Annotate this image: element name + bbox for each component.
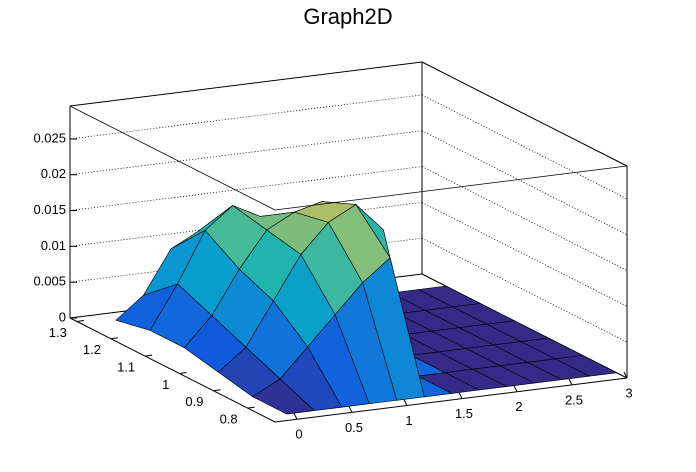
y-tick-label: 1.2 <box>83 342 101 357</box>
x-tick <box>458 392 463 399</box>
y-tick <box>110 337 119 340</box>
x-tick-label: 0.5 <box>345 420 363 435</box>
y-tick-label: 1 <box>162 377 169 392</box>
grid-line <box>421 130 628 236</box>
y-tick <box>145 354 153 357</box>
y-axis <box>69 317 276 423</box>
x-tick-label: 2.5 <box>565 392 583 407</box>
x-tick-label: 3 <box>625 385 632 400</box>
x-tick-label: 0 <box>295 427 302 442</box>
x-tick <box>568 378 573 386</box>
grid-line <box>421 202 628 307</box>
box-edge <box>69 61 423 107</box>
z-tick-label: 0.005 <box>33 274 66 289</box>
x-tick <box>293 413 298 420</box>
x-tick-label: 1.5 <box>455 406 473 421</box>
chart-title: Graph2D <box>303 4 392 29</box>
x-tick <box>403 399 408 406</box>
box-edge <box>274 165 628 211</box>
z-tick-label: 0.02 <box>41 166 66 181</box>
x-tick <box>348 406 353 413</box>
y-tick-label: 0.9 <box>185 394 203 409</box>
x-tick-label: 1 <box>405 413 412 428</box>
grid-line <box>421 237 628 343</box>
y-tick <box>179 371 187 374</box>
surface-cell <box>251 378 315 415</box>
x-axis <box>274 377 628 423</box>
grid-line <box>421 94 628 200</box>
x-tick-label: 2 <box>515 399 522 414</box>
grid-line <box>69 130 423 176</box>
y-tick-label: 1.3 <box>49 325 67 340</box>
z-tick-label: 0 <box>59 309 66 324</box>
y-tick <box>76 319 84 322</box>
x-tick <box>513 385 518 392</box>
box-edge <box>69 105 276 211</box>
z-tick-label: 0.025 <box>33 130 66 145</box>
z-tick-label: 0.01 <box>41 238 66 253</box>
y-tick <box>247 406 255 409</box>
box-edge <box>421 61 628 167</box>
z-tick-label: 0.015 <box>33 202 66 217</box>
y-tick <box>213 389 221 392</box>
grid-line <box>69 94 423 140</box>
x-tick <box>623 371 628 379</box>
y-tick-label: 0.8 <box>220 412 238 427</box>
grid-line <box>421 166 628 271</box>
grid-line <box>69 166 423 211</box>
y-tick-label: 1.1 <box>117 360 135 375</box>
